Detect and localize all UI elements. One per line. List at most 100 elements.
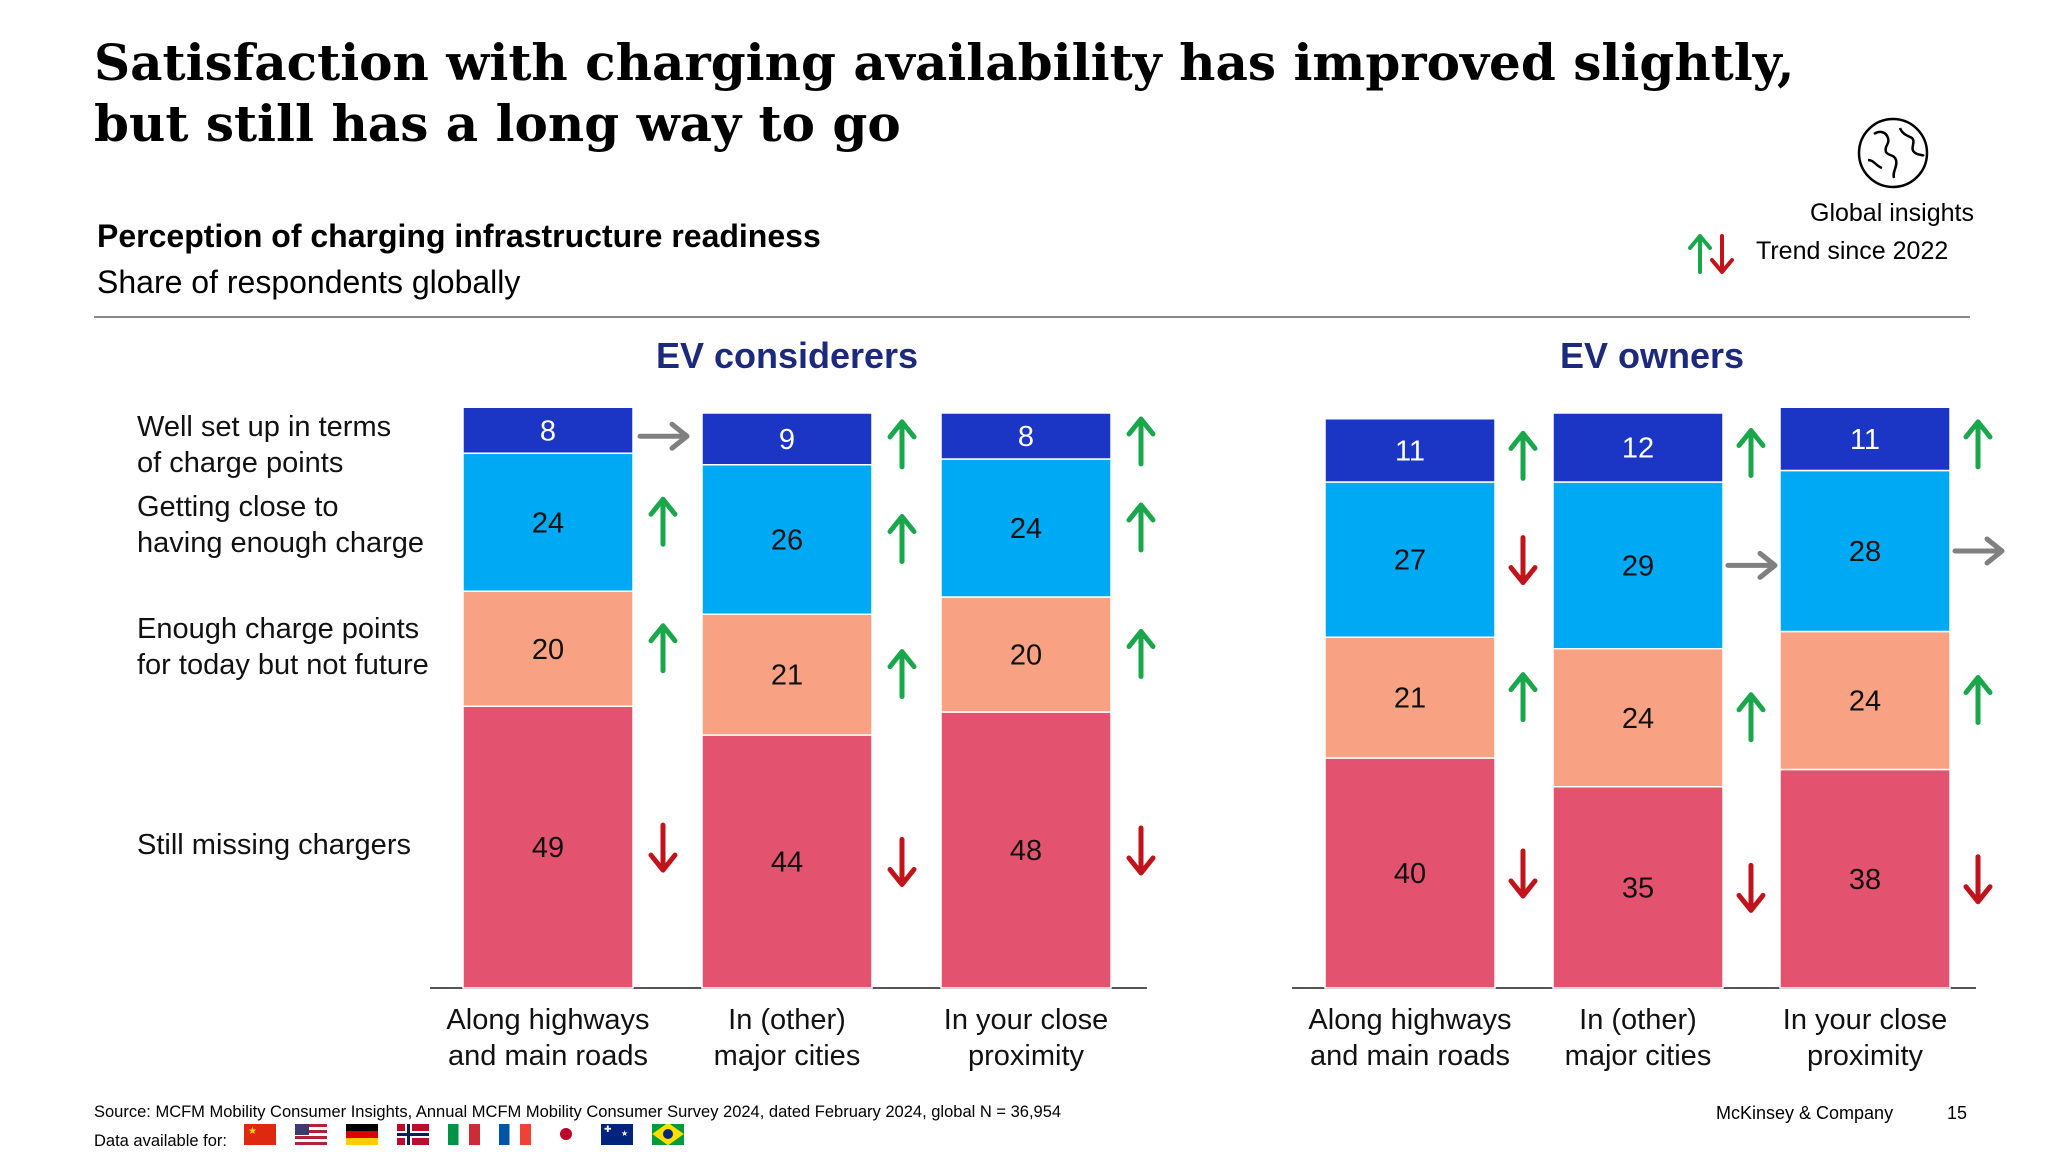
trend-up-arrow-icon [1736,692,1766,743]
category-label: major cities [714,1040,861,1072]
bar-segment [1324,418,1496,483]
bar-segment [940,596,1112,713]
bar-segment [1552,648,1724,788]
category-label: and main roads [1310,1040,1510,1072]
trend-down-arrow-icon [1126,825,1156,876]
trend-up-arrow-icon [648,496,678,547]
data-label: 24 [1010,513,1042,545]
data-label: 38 [1849,864,1881,896]
brand-label: McKinsey & Company [1716,1103,1894,1123]
trend-down-arrow-icon [1736,862,1766,913]
bar-segment [940,711,1112,989]
category-label: proximity [968,1040,1085,1072]
data-label: 27 [1394,545,1426,577]
trend-down-arrow-icon [1963,854,1993,905]
flag-france-icon [499,1124,531,1145]
row-label: Still missing chargers [137,829,411,861]
trend-up-arrow-icon [1963,419,1993,470]
trend-up-arrow-icon [887,649,917,700]
bar-segment [701,412,873,466]
bar-segment [1552,786,1724,989]
data-label: 24 [1849,686,1881,718]
trend-up-arrow-icon [1508,430,1538,481]
data-label: 49 [532,832,564,864]
page-title: Satisfaction with charging availability … [94,33,1795,153]
data-label: 21 [1394,683,1426,715]
category-label: proximity [1807,1040,1924,1072]
trend-flat-arrow-icon [637,421,690,451]
row-label: of charge points [137,447,343,479]
flag-japan-icon [550,1124,582,1145]
bar-segment [701,464,873,615]
trend-arrows-icon [1688,234,1734,274]
page-number: 15 [1947,1103,1968,1123]
data-label: 29 [1622,550,1654,582]
trend-up-arrow-icon [1126,416,1156,467]
chart-unit-note: Share of respondents globally [97,264,521,300]
data-label: 35 [1622,872,1654,904]
bar-segment [1779,406,1951,472]
trend-up-arrow-icon [648,623,678,674]
bar-segment [462,452,634,592]
data-label: 48 [1010,835,1042,867]
source-note: Source: MCFM Mobility Consumer Insights,… [94,1103,1062,1121]
row-label: for today but not future [137,649,429,681]
data-label: 44 [771,847,803,879]
row-label: Getting close to [137,491,339,523]
bar-segment [940,458,1112,598]
trend-down-arrow-icon [1508,535,1538,586]
bar-segment [1552,412,1724,483]
data-label: 40 [1394,858,1426,890]
stacked-bar-charts: EV considerers 49 20 24 8 Along highways and m… [137,335,2005,1072]
row-label: Enough charge points [137,613,419,645]
panel-title: EV owners [1560,335,1744,376]
panel-title: EV considerers [656,335,918,376]
flag-china-icon: ★ [244,1124,276,1145]
trend-up-arrow-icon [1126,629,1156,679]
trend-flat-arrow-icon [1952,536,2005,566]
category-label: and main roads [448,1040,648,1072]
category-label: In (other) [1579,1004,1697,1036]
bar-segment [462,406,634,454]
bar-segment [462,705,634,989]
divider [94,316,1970,318]
bar-segment [701,734,873,989]
trend-up-arrow-icon [887,419,917,470]
bar-segment [940,412,1112,460]
flag-australia-icon: ✚ ★ [601,1124,633,1145]
data-label: 28 [1849,536,1881,568]
bar-segment [1324,757,1496,989]
bar-segment [1552,481,1724,650]
data-label: 24 [532,507,564,539]
global-insights-label: Global insights [1810,199,1974,227]
row-label: having enough charge [137,527,424,559]
trend-up-arrow-icon [1736,428,1766,478]
trend-down-arrow-icon [648,822,678,873]
category-label: Along highways [446,1004,649,1036]
trend-flat-arrow-icon [1725,550,1778,580]
flag-germany-icon [346,1124,378,1145]
flag-usa-icon [295,1124,327,1145]
chart-subtitle: Perception of charging infrastructure re… [97,218,821,254]
trend-up-arrow-icon [1126,502,1156,553]
trend-down-arrow-icon [887,837,917,887]
bar-segment [1324,636,1496,759]
flag-italy-icon [448,1124,480,1145]
data-label: 9 [779,424,795,456]
flag-brazil-icon [652,1124,684,1145]
bar-segment [701,613,873,736]
trend-up-arrow-icon [1963,675,1993,725]
data-label: 8 [1018,421,1034,453]
data-label: 20 [532,634,564,666]
trend-legend-label: Trend since 2022 [1756,237,1949,265]
data-available-label: Data available for: [94,1132,227,1150]
bar-segment [462,590,634,707]
row-label: Well set up in terms [137,411,391,443]
globe-icon [1857,117,1929,189]
trend-up-arrow-icon [887,514,917,564]
category-label: In your close [1783,1004,1947,1036]
country-flags: ★ ✚ ★ [244,1124,684,1145]
category-label: In (other) [728,1004,846,1036]
data-label: 26 [771,525,803,557]
data-label: 12 [1622,433,1654,465]
